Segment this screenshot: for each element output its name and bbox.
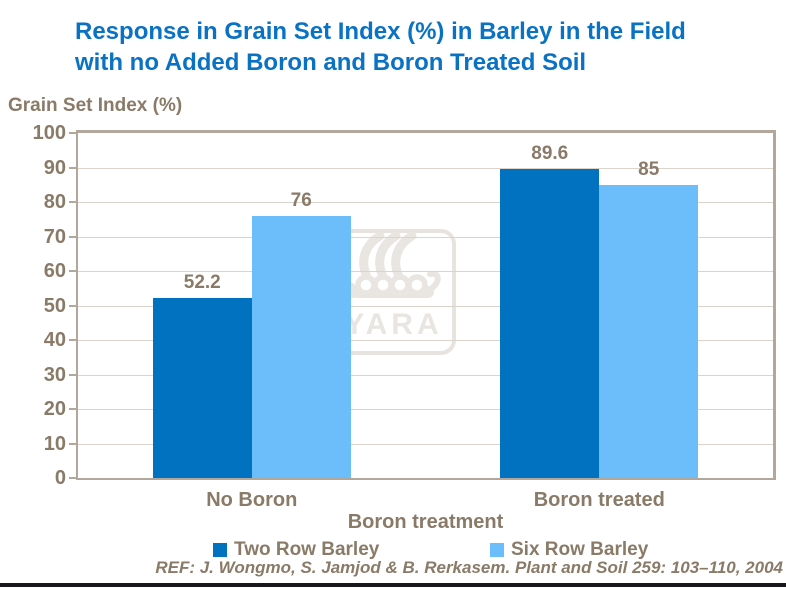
sail-arcs-icon xyxy=(359,231,417,279)
legend-swatch-icon xyxy=(213,543,227,557)
gridline xyxy=(78,202,773,203)
gridline xyxy=(78,409,773,410)
plot-area xyxy=(76,130,776,480)
bar-six-row-barley xyxy=(251,215,351,478)
legend: Two Row Barley Six Row Barley xyxy=(0,539,786,563)
y-tick-label: 90 xyxy=(43,156,66,179)
category-label: Boron treated xyxy=(533,489,665,511)
y-tick-mark xyxy=(69,408,77,410)
bar-value-label: 76 xyxy=(290,189,312,211)
y-tick-label: 70 xyxy=(43,225,66,248)
y-tick-mark xyxy=(69,339,77,341)
y-tick-label: 30 xyxy=(43,363,66,386)
legend-item-two-row-barley: Two Row Barley xyxy=(213,539,379,561)
watermark-text: YARA xyxy=(344,308,442,341)
gridline xyxy=(78,374,773,376)
y-tick-label: 20 xyxy=(43,398,66,420)
y-tick-mark xyxy=(69,235,77,238)
gridline xyxy=(78,271,773,272)
reference-citation: REF: J. Wongmo, S. Jamjod & B. Rerkasem.… xyxy=(155,558,783,577)
gridline xyxy=(78,443,773,445)
legend-swatch-icon xyxy=(490,543,504,557)
y-tick-mark xyxy=(69,201,77,203)
gridline xyxy=(78,167,773,169)
bar-value-label: 85 xyxy=(638,158,660,180)
x-axis-title: Boron treatment xyxy=(347,511,504,533)
y-tick-mark xyxy=(69,442,77,445)
y-tick-mark xyxy=(69,373,77,376)
legend-label: Two Row Barley xyxy=(234,539,380,560)
title-line-1: Response in Grain Set Index (%) in Barle… xyxy=(75,18,686,45)
bottom-divider-rule xyxy=(0,583,786,587)
bar-two-row-barley xyxy=(500,168,600,478)
y-tick-label: 100 xyxy=(32,122,66,144)
page-title: Response in Grain Set Index (%) in Barle… xyxy=(75,16,775,78)
y-tick-label: 0 xyxy=(54,467,66,489)
legend-item-six-row-barley: Six Row Barley xyxy=(490,539,648,561)
y-tick-label: 60 xyxy=(43,260,66,282)
y-tick-label: 40 xyxy=(43,329,66,351)
y-tick-mark xyxy=(69,132,77,134)
y-axis-title: Grain Set Index (%) xyxy=(8,95,183,116)
y-tick-label: 50 xyxy=(43,294,66,317)
gridline xyxy=(78,305,773,307)
bar-value-label: 89.6 xyxy=(531,142,569,164)
gridline xyxy=(78,236,773,238)
legend-label: Six Row Barley xyxy=(511,539,649,560)
y-tick-mark xyxy=(69,477,77,479)
y-tick-mark xyxy=(69,166,77,169)
title-line-2: with no Added Boron and Boron Treated So… xyxy=(75,49,587,76)
y-tick-label: 80 xyxy=(43,191,66,213)
y-tick-mark xyxy=(69,270,77,272)
bar-six-row-barley xyxy=(599,184,699,478)
y-tick-label: 10 xyxy=(43,432,66,455)
bar-value-label: 52.2 xyxy=(183,271,221,293)
bar-two-row-barley xyxy=(152,297,252,478)
category-label: No Boron xyxy=(206,489,298,511)
gridline xyxy=(78,340,773,341)
y-tick-mark xyxy=(69,304,77,307)
